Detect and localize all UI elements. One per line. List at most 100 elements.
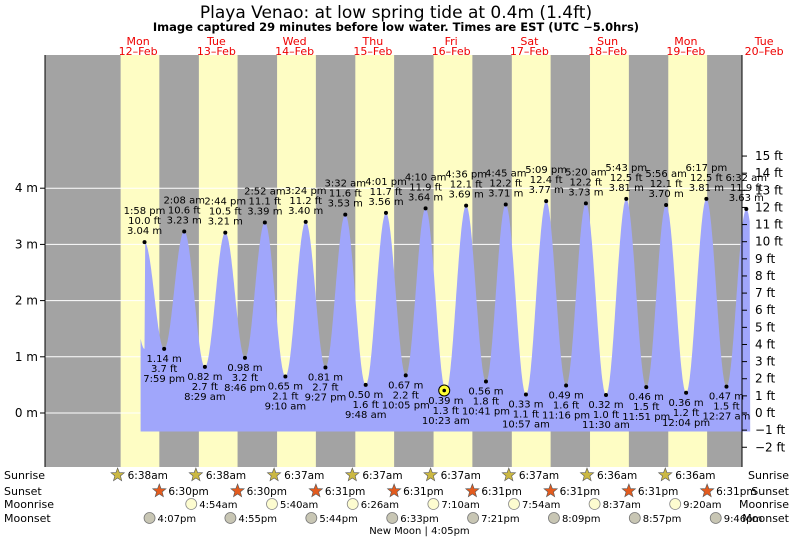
tide-time-label: 11:51 pm — [622, 412, 670, 423]
tide-metre-label: 3.81 m — [609, 183, 644, 194]
high-tide-point — [503, 202, 508, 207]
day-name-label: Sun — [597, 35, 618, 48]
tide-feet-label: 11.7 ft — [370, 187, 403, 198]
left-tick-label: 3 m — [15, 237, 38, 251]
tide-feet-label: 2.2 ft — [393, 390, 419, 401]
right-tick-label: 8 ft — [755, 269, 775, 283]
tide-metre-label: 0.32 m — [588, 400, 623, 411]
tide-metre-label: 0.65 m — [268, 381, 303, 392]
tide-time-label: 5:20 am — [565, 167, 607, 178]
sunset-time: 6:31pm — [638, 486, 678, 498]
right-tick-label: 4 ft — [755, 337, 775, 351]
axes: 0 m 1 m 2 m 3 m 4 m −2 ft −1 ft 0 ft 1 ft 2 ft 3 f… — [15, 55, 786, 467]
moonrise-time: 7:10am — [441, 500, 479, 511]
low-tide-point — [603, 393, 608, 398]
tide-feet-label: 1.0 ft — [593, 410, 619, 421]
tide-metre-label: 3.70 m — [649, 189, 684, 200]
day-name-label: Fri — [445, 35, 458, 48]
tide-feet-label: 1.6 ft — [553, 400, 579, 411]
tide-metre-label: 0.98 m — [227, 363, 262, 374]
high-tide-point — [624, 196, 629, 201]
tide-feet-label: 1.5 ft — [633, 402, 659, 413]
left-tick-label: 4 m — [15, 181, 38, 195]
tide-metre-label: 0.47 m — [709, 392, 744, 403]
sunrise-icon — [657, 467, 673, 482]
tide-time-label: 6:32 am — [726, 173, 768, 184]
tide-time-label: 8:29 am — [184, 392, 226, 403]
moonrise-icon — [266, 498, 278, 510]
tide-time-label: 4:01 pm — [365, 177, 407, 188]
moonrise-row-label: Moonrise — [4, 498, 54, 511]
moonrise-time: 4:54am — [199, 500, 237, 511]
day-name-label: Mon — [127, 35, 150, 48]
day-name-label: Mon — [674, 35, 697, 48]
sunset-icon — [386, 483, 402, 498]
sunrise-time: 6:37am — [441, 470, 481, 482]
tide-metre-label: 0.49 m — [549, 390, 584, 401]
sunrise-icon — [188, 467, 204, 482]
moonset-row-label-right: Moonset — [742, 512, 789, 525]
low-tide-point — [523, 392, 528, 397]
high-tide-point — [303, 219, 308, 224]
low-tide-point — [564, 383, 569, 388]
high-tide-point — [464, 203, 469, 208]
tide-metre-label: 0.39 m — [428, 396, 463, 407]
tide-time-label: 7:59 pm — [143, 374, 185, 385]
low-tide-point — [403, 373, 408, 378]
right-tick-label: 14 ft — [755, 166, 783, 180]
moonset-time: 7:21pm — [481, 514, 520, 525]
right-tick-label: 10 ft — [755, 235, 783, 249]
moonrise-icon — [185, 498, 198, 510]
moonset-icon — [224, 512, 237, 524]
low-tide-point — [363, 382, 368, 387]
tide-feet-label: 12.2 ft — [489, 178, 522, 189]
day-name-label: Wed — [283, 35, 307, 48]
low-tide-point — [242, 355, 247, 360]
sunrise-row-label-right: Sunrise — [748, 469, 789, 482]
tide-area — [140, 198, 751, 432]
moonset-time: 8:57pm — [643, 514, 682, 525]
tide-metre-label: 0.81 m — [308, 372, 343, 383]
moonrise-time: 8:37am — [603, 500, 641, 511]
tide-metre-label: 0.56 m — [468, 387, 503, 398]
moonset-icon — [143, 512, 156, 524]
right-tick-label: 5 ft — [755, 320, 775, 334]
tide-feet-label: 1.6 ft — [353, 400, 379, 411]
sunset-icon — [699, 483, 715, 498]
moonset-icon — [305, 512, 318, 524]
left-tick-label: 0 m — [15, 406, 38, 420]
moonrise-icon — [669, 498, 682, 510]
low-tide-point — [483, 379, 488, 384]
tide-feet-label: 3.2 ft — [232, 373, 258, 384]
tide-metre-label: 0.50 m — [348, 390, 383, 401]
low-tide-point — [202, 364, 207, 369]
day-name-label: Tue — [206, 35, 226, 48]
tide-time-label: 3:32 am — [325, 179, 367, 190]
sunrise-time: 6:37am — [362, 470, 402, 482]
tide-feet-label: 12.2 ft — [570, 177, 603, 188]
moonset-time: 4:07pm — [158, 514, 197, 525]
high-tide-point — [583, 201, 588, 206]
tide-metre-label: 0.82 m — [187, 372, 222, 383]
sunrise-icon — [110, 467, 126, 482]
sunrise-icon — [423, 467, 439, 482]
moonrise-time: 9:20am — [683, 500, 721, 511]
tide-metre-label: 3.40 m — [288, 206, 323, 217]
moonset-time: 4:55pm — [238, 514, 277, 525]
tide-time-label: 12:04 pm — [662, 418, 710, 429]
sunset-time: 6:31pm — [481, 486, 521, 498]
sunset-time: 6:30pm — [168, 486, 208, 498]
tide-feet-label: 11.1 ft — [248, 196, 281, 207]
moonset-time: 9:46pm — [724, 514, 763, 525]
tide-time-label: 5:09 pm — [525, 165, 567, 176]
sunset-row-label-right: Sunset — [751, 485, 789, 498]
sunrise-icon — [579, 467, 595, 482]
right-tick-label: 6 ft — [755, 303, 775, 317]
tide-metre-label: 1.14 m — [147, 354, 182, 365]
right-tick-label: 7 ft — [755, 286, 775, 300]
moonset-time: 5:44pm — [319, 514, 358, 525]
left-tick-label: 1 m — [15, 350, 38, 364]
